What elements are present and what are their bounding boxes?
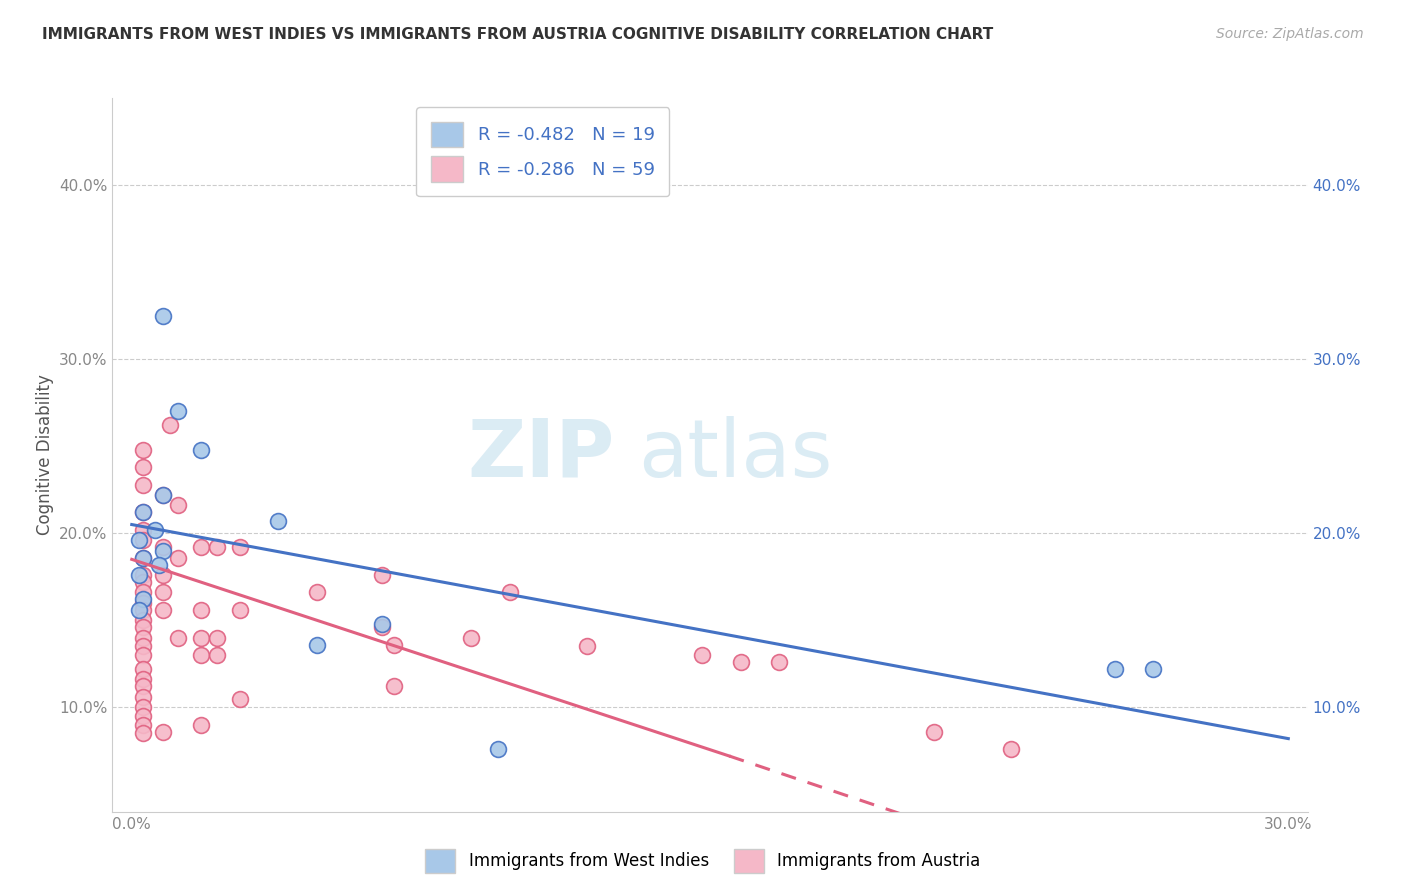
- Text: Source: ZipAtlas.com: Source: ZipAtlas.com: [1216, 27, 1364, 41]
- Point: [132, 477, 155, 491]
- Point: [190, 648, 212, 662]
- Point: [460, 631, 482, 645]
- Point: [152, 540, 174, 554]
- Point: [305, 638, 328, 652]
- Point: [132, 505, 155, 519]
- Text: atlas: atlas: [638, 416, 832, 494]
- Point: [167, 550, 190, 565]
- Point: [498, 585, 520, 599]
- Point: [152, 543, 174, 558]
- Point: [132, 533, 155, 548]
- Point: [205, 631, 228, 645]
- Point: [132, 648, 155, 662]
- Point: [190, 631, 212, 645]
- Point: [132, 592, 155, 607]
- Point: [152, 724, 174, 739]
- Point: [382, 680, 405, 694]
- Text: IMMIGRANTS FROM WEST INDIES VS IMMIGRANTS FROM AUSTRIA COGNITIVE DISABILITY CORR: IMMIGRANTS FROM WEST INDIES VS IMMIGRANT…: [42, 27, 994, 42]
- Point: [132, 717, 155, 731]
- Point: [167, 631, 190, 645]
- Point: [132, 603, 155, 617]
- Point: [371, 620, 394, 634]
- Y-axis label: Cognitive Disability: Cognitive Disability: [37, 375, 55, 535]
- Point: [132, 442, 155, 457]
- Point: [132, 596, 155, 610]
- Point: [152, 309, 174, 323]
- Point: [128, 533, 150, 548]
- Point: [190, 442, 212, 457]
- Point: [132, 568, 155, 582]
- Point: [132, 505, 155, 519]
- Point: [205, 648, 228, 662]
- Point: [132, 613, 155, 627]
- Point: [190, 540, 212, 554]
- Point: [143, 523, 166, 537]
- Point: [132, 640, 155, 654]
- Point: [730, 655, 752, 669]
- Point: [575, 640, 598, 654]
- Point: [132, 620, 155, 634]
- Point: [167, 404, 190, 418]
- Point: [190, 603, 212, 617]
- Point: [132, 631, 155, 645]
- Point: [132, 690, 155, 704]
- Point: [152, 488, 174, 502]
- Point: [190, 717, 212, 731]
- Point: [228, 603, 250, 617]
- Point: [486, 742, 509, 756]
- Point: [1142, 662, 1164, 676]
- Point: [132, 662, 155, 676]
- Point: [128, 568, 150, 582]
- Point: [132, 550, 155, 565]
- Point: [167, 499, 190, 513]
- Legend: R = -0.482   N = 19, R = -0.286   N = 59: R = -0.482 N = 19, R = -0.286 N = 59: [416, 107, 669, 196]
- Point: [228, 540, 250, 554]
- Point: [382, 638, 405, 652]
- Point: [152, 585, 174, 599]
- Point: [132, 726, 155, 740]
- Point: [371, 568, 394, 582]
- Point: [132, 700, 155, 714]
- Point: [922, 724, 945, 739]
- Point: [692, 648, 714, 662]
- Point: [148, 558, 170, 572]
- Point: [132, 574, 155, 589]
- Point: [132, 550, 155, 565]
- Point: [205, 540, 228, 554]
- Point: [132, 523, 155, 537]
- Point: [132, 460, 155, 475]
- Point: [132, 709, 155, 723]
- Point: [228, 691, 250, 706]
- Point: [132, 585, 155, 599]
- Point: [1104, 662, 1126, 676]
- Point: [371, 616, 394, 631]
- Text: ZIP: ZIP: [467, 416, 614, 494]
- Point: [152, 568, 174, 582]
- Point: [152, 603, 174, 617]
- Point: [267, 514, 290, 528]
- Point: [159, 418, 181, 433]
- Point: [152, 488, 174, 502]
- Point: [128, 603, 150, 617]
- Point: [1000, 742, 1022, 756]
- Legend: Immigrants from West Indies, Immigrants from Austria: Immigrants from West Indies, Immigrants …: [419, 842, 987, 880]
- Point: [305, 585, 328, 599]
- Point: [768, 655, 790, 669]
- Point: [132, 673, 155, 687]
- Point: [132, 680, 155, 694]
